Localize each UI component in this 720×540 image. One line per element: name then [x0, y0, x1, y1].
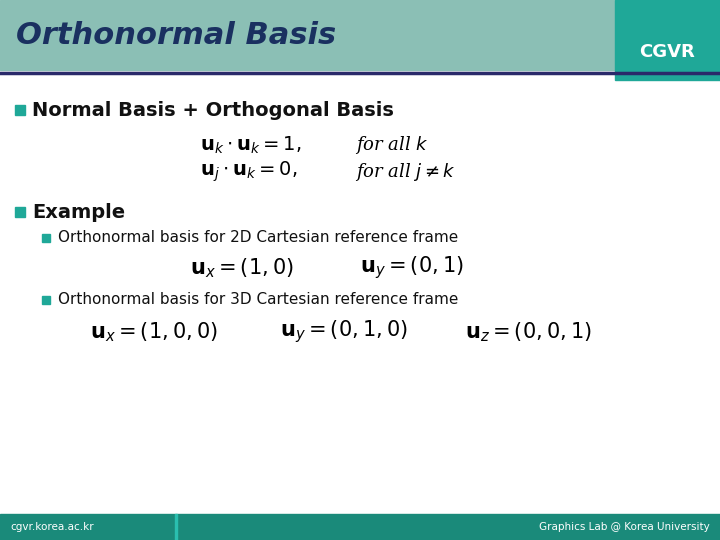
Bar: [42, 234, 50, 242]
Bar: [42, 296, 50, 304]
Text: $\mathbf{u}_{y} = \left(0,1\right)$: $\mathbf{u}_{y} = \left(0,1\right)$: [360, 254, 464, 281]
Text: Orthonormal Basis: Orthonormal Basis: [16, 21, 336, 50]
Bar: [15, 105, 25, 115]
Text: $\mathbf{u}_{j} \cdot \mathbf{u}_{k} = 0,$: $\mathbf{u}_{j} \cdot \mathbf{u}_{k} = 0…: [200, 160, 297, 184]
Bar: [175, 514, 177, 540]
Text: Normal Basis + Orthogonal Basis: Normal Basis + Orthogonal Basis: [32, 100, 394, 119]
Text: $\mathbf{u}_{x} = \left(1,0,0\right)$: $\mathbf{u}_{x} = \left(1,0,0\right)$: [90, 320, 217, 344]
Bar: [15, 207, 25, 217]
Text: Orthonormal basis for 3D Cartesian reference frame: Orthonormal basis for 3D Cartesian refer…: [58, 293, 459, 307]
Text: $\mathbf{u}_{z} = \left(0,0,1\right)$: $\mathbf{u}_{z} = \left(0,0,1\right)$: [465, 320, 592, 344]
Text: cgvr.korea.ac.kr: cgvr.korea.ac.kr: [10, 522, 94, 532]
Text: CGVR: CGVR: [639, 43, 696, 61]
Text: Example: Example: [32, 202, 125, 221]
Text: $\mathbf{u}_{x} = \left(1,0\right)$: $\mathbf{u}_{x} = \left(1,0\right)$: [190, 256, 294, 280]
Text: $\mathbf{u}_{k} \cdot \mathbf{u}_{k} = 1,$: $\mathbf{u}_{k} \cdot \mathbf{u}_{k} = 1…: [200, 134, 302, 156]
Text: Orthonormal basis for 2D Cartesian reference frame: Orthonormal basis for 2D Cartesian refer…: [58, 231, 458, 246]
Bar: [615, 0, 720, 80]
Text: $\mathbf{u}_{y} = \left(0,1,0\right)$: $\mathbf{u}_{y} = \left(0,1,0\right)$: [280, 319, 408, 346]
Text: for all $k$: for all $k$: [355, 134, 429, 156]
Bar: [0, 514, 720, 540]
Bar: [0, 0, 620, 70]
Text: Graphics Lab @ Korea University: Graphics Lab @ Korea University: [539, 522, 710, 532]
Text: for all $j \neq k$: for all $j \neq k$: [355, 161, 456, 183]
